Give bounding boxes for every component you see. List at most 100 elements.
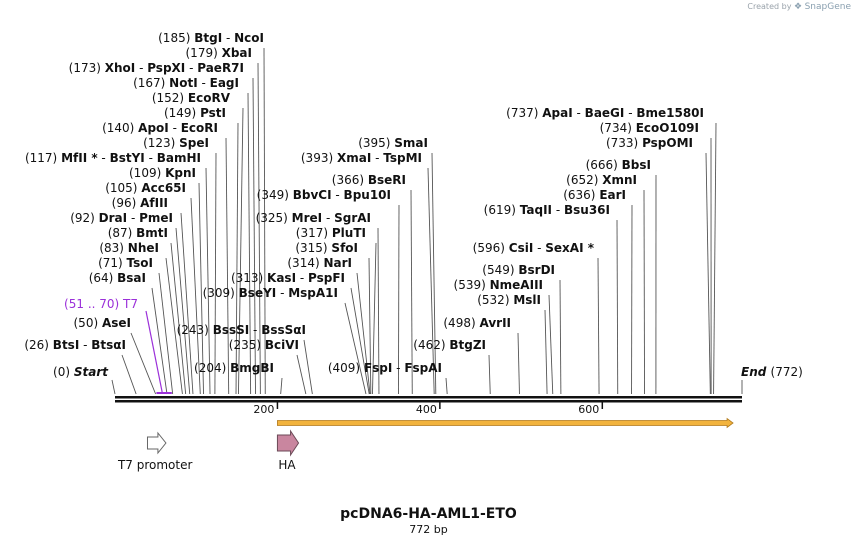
site-label-fspi[interactable]: (409) FspI - FspAI: [328, 361, 442, 375]
enzyme-csii: CsiI: [509, 241, 534, 255]
site-label-spei[interactable]: (123) SpeI: [143, 136, 209, 150]
site-label-kasi[interactable]: (313) KasI - PspFI: [231, 271, 345, 285]
end-label: End (772): [741, 365, 803, 379]
site-label-pspomi[interactable]: (733) PspOMI: [606, 136, 693, 150]
site-label-xmai[interactable]: (393) XmaI - TspMI: [301, 151, 422, 165]
site-label-csii[interactable]: (596) CsiI - SexAI *: [473, 241, 595, 255]
site-label-btgzi[interactable]: (462) BtgZI: [413, 338, 486, 352]
site-label-btsi[interactable]: (26) BtsI - BtsαI: [24, 338, 126, 352]
site-label-nhei[interactable]: (83) NheI: [99, 241, 159, 255]
site-label-acc65i[interactable]: (105) Acc65I: [105, 181, 186, 195]
enzyme-bsssi: BssSI: [213, 323, 250, 337]
cds-feature-bar[interactable]: [277, 417, 734, 429]
enzyme-spei: SpeI: [179, 136, 209, 150]
site-label-pluti[interactable]: (317) PluTI: [296, 226, 366, 240]
site-line-noti: [247, 92, 252, 395]
enzyme-bpu10i: Bpu10I: [344, 188, 391, 202]
enzyme-pluti: PluTI: [332, 226, 366, 240]
ha-tag-label: HA: [278, 458, 296, 472]
site-line-spei: [214, 152, 217, 395]
site-label-afiii[interactable]: (96) AfIII: [112, 196, 168, 210]
site-labels: (185) BtgI - NcoI(179) XbaI(173) XhoI - …: [24, 31, 802, 379]
site-line-nmeaiii: [548, 294, 554, 395]
site-leader-lines: [111, 47, 743, 395]
enzyme-btgi: BtgI: [194, 31, 222, 45]
strand-bottom: [115, 400, 742, 403]
enzyme-tsoi: TsoI: [127, 256, 153, 270]
enzyme-btsi: BtsI: [53, 338, 80, 352]
t7-promoter-arrow-icon[interactable]: [146, 431, 167, 455]
site-label-asei[interactable]: (50) AseI: [74, 316, 132, 330]
site-label-ecorv[interactable]: (152) EcoRV: [152, 91, 231, 105]
enzyme-bcivi: BciVI: [265, 338, 299, 352]
site-label-ecoo109i[interactable]: (734) EcoO109I: [600, 121, 699, 135]
site-label-nari[interactable]: (314) NarI: [287, 256, 352, 270]
site-label-mrei[interactable]: (325) MreI - SgrAI: [256, 211, 371, 225]
site-label-smai[interactable]: (395) SmaI: [358, 136, 428, 150]
enzyme-bsss-i: BssSαI: [261, 323, 306, 337]
enzyme-xmni: XmnI: [602, 173, 637, 187]
site-line-ecorv: [238, 107, 244, 395]
site-line-bmgbi: [280, 377, 283, 395]
enzyme-sexai: SexAI *: [545, 241, 594, 255]
site-label-kpni[interactable]: (109) KpnI: [129, 166, 196, 180]
ruler-label-600: 600: [578, 403, 599, 416]
ha-tag-arrow-icon[interactable]: [276, 429, 300, 457]
site-label-msli[interactable]: (532) MslI: [477, 293, 541, 307]
site-line-xhoi: [252, 77, 256, 395]
site-label-drai[interactable]: (92) DraI - PmeI: [70, 211, 173, 225]
primer-t7-bar[interactable]: [156, 392, 172, 394]
enzyme-nmeaiii: NmeAIII: [490, 278, 543, 292]
site-label-btgi[interactable]: (185) BtgI - NcoI: [158, 31, 264, 45]
site-label-taqii[interactable]: (619) TaqII - Bsu36I: [484, 203, 610, 217]
enzyme-bstyi: BstYI: [110, 151, 145, 165]
site-line-bsai: [151, 287, 168, 395]
site-label-xmni[interactable]: (652) XmnI: [566, 173, 637, 187]
enzyme-smai: SmaI: [394, 136, 428, 150]
site-label-psti[interactable]: (149) PstI: [164, 106, 226, 120]
enzyme-bbsi: BbsI: [622, 158, 651, 172]
site-label-nmeaiii[interactable]: (539) NmeAIII: [454, 278, 543, 292]
site-label-bseyi[interactable]: (309) BseYI - MspA1I: [203, 286, 338, 300]
site-label-apoi[interactable]: (140) ApoI - EcoRI: [102, 121, 218, 135]
site-line-fspi: [445, 377, 448, 395]
site-line-psti: [235, 122, 239, 395]
site-label-mfii[interactable]: (117) MfII * - BstYI - BamHI: [25, 151, 201, 165]
site-line-bseyi: [344, 302, 367, 395]
site-label-bmti[interactable]: (87) BmtI: [108, 226, 168, 240]
features: (51 .. 70) T7 T7 promoter HA: [64, 297, 734, 472]
site-label-avrii[interactable]: (498) AvrII: [443, 316, 511, 330]
site-label-bbvci[interactable]: (349) BbvCI - Bpu10I: [257, 188, 391, 202]
site-label-sfoi[interactable]: (315) SfoI: [295, 241, 358, 255]
site-label-bcivi[interactable]: (235) BciVI: [229, 338, 299, 352]
site-label-xhoi[interactable]: (173) XhoI - PspXI - PaeR7I: [69, 61, 244, 75]
site-label-tsoi[interactable]: (71) TsoI: [98, 256, 153, 270]
site-label-xbai[interactable]: (179) XbaI: [186, 46, 253, 60]
enzyme-bsu36i: Bsu36I: [564, 203, 610, 217]
enzyme-pmei: PmeI: [139, 211, 173, 225]
site-line-csii: [597, 257, 600, 395]
primer-t7-label[interactable]: (51 .. 70) T7: [64, 297, 138, 311]
site-label-bseri[interactable]: (366) BseRI: [332, 173, 406, 187]
site-line-asei: [130, 332, 157, 395]
site-label-apai[interactable]: (737) ApaI - BaeGI - Bme1580I: [506, 106, 704, 120]
site-label-bmgbi[interactable]: (204) BmgBI: [194, 361, 274, 375]
enzyme-mspa1i: MspA1I: [288, 286, 338, 300]
site-label-bbsi[interactable]: (666) BbsI: [586, 158, 651, 172]
start-label: (0) Start: [53, 365, 109, 379]
site-label-bsssi[interactable]: (243) BssSI - BssSαI: [177, 323, 306, 337]
site-line-msli: [544, 309, 548, 395]
enzyme-asei: AseI: [102, 316, 131, 330]
enzyme-apoi: ApoI: [138, 121, 169, 135]
site-line-mfii: [205, 167, 211, 395]
credit-prefix: Created by: [747, 2, 792, 11]
site-label-bsrdi[interactable]: (549) BsrDI: [482, 263, 555, 277]
site-label-bsai[interactable]: (64) BsaI: [89, 271, 146, 285]
site-label-eari[interactable]: (636) EarI: [563, 188, 626, 202]
enzyme-drai: DraI: [99, 211, 127, 225]
site-line-bbvci: [397, 204, 400, 395]
ruler-label-200: 200: [253, 403, 274, 416]
site-label-noti[interactable]: (167) NotI - EagI: [133, 76, 239, 90]
enzyme-bsrdi: BsrDI: [518, 263, 555, 277]
enzyme-xhoi: XhoI: [105, 61, 136, 75]
